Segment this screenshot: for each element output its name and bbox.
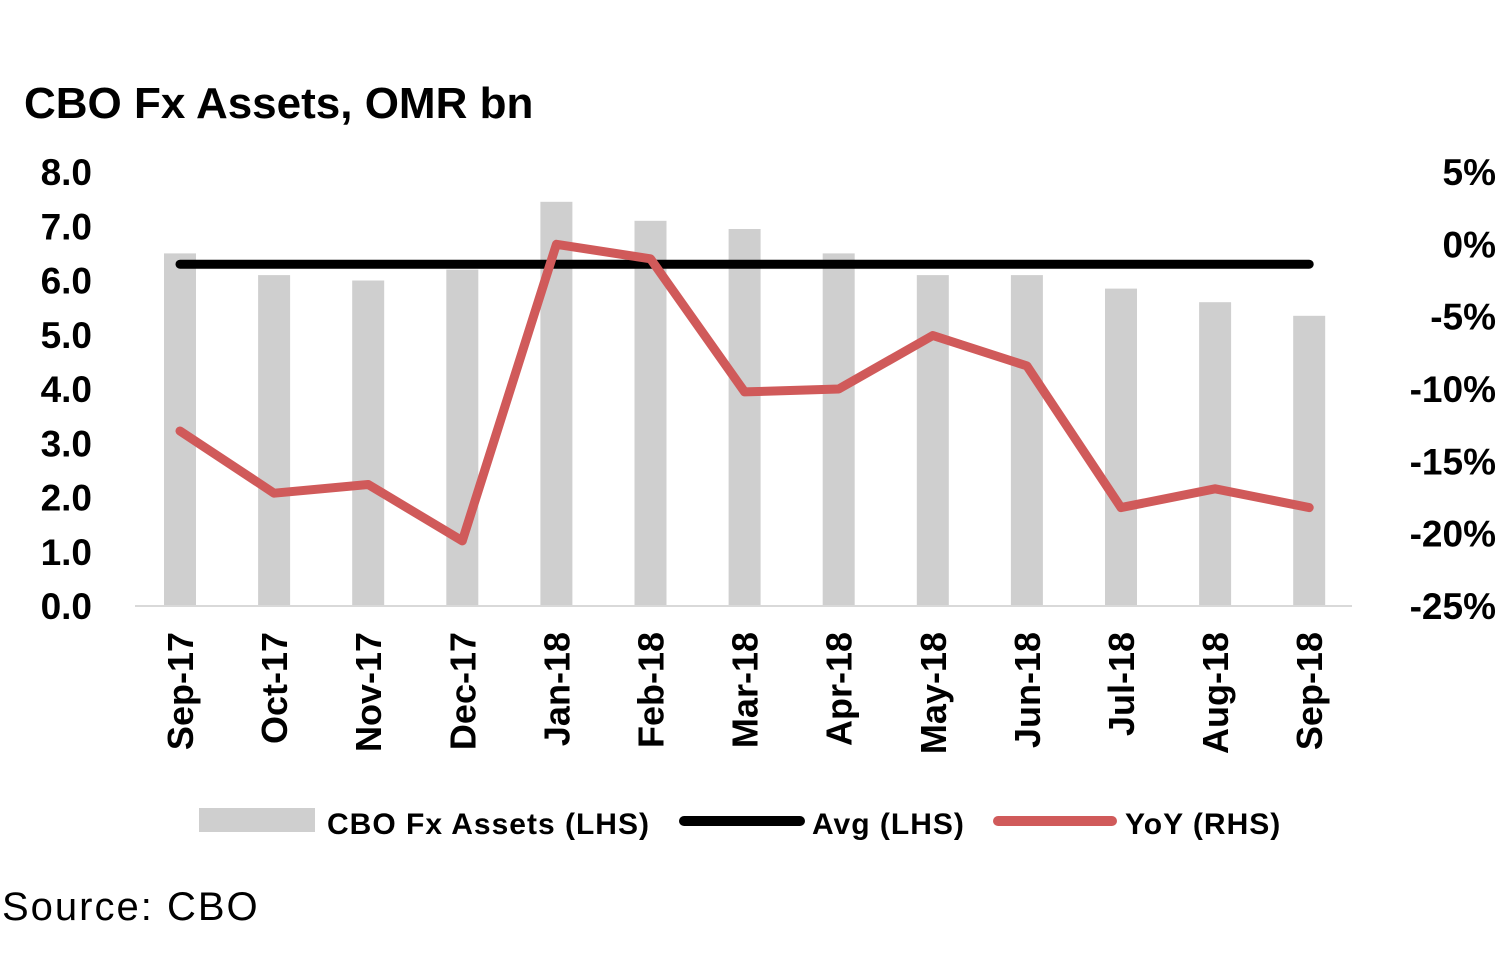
category-label-may-18: May-18 — [913, 632, 954, 754]
bar-mar-18 — [728, 229, 761, 606]
right-axis-ticks: -25% -20% -15% -10% -5% 0% 5% — [1410, 152, 1496, 627]
left-tick-label: 6.0 — [41, 261, 92, 302]
category-label-sep-18: Sep-18 — [1289, 632, 1330, 750]
right-tick-label: 5% — [1443, 152, 1496, 193]
left-tick-label: 4.0 — [41, 369, 92, 410]
category-label-aug-18: Aug-18 — [1195, 632, 1236, 754]
right-tick-label: -5% — [1430, 297, 1496, 338]
category-label-apr-18: Apr-18 — [819, 632, 860, 746]
bars-layer — [164, 201, 1326, 607]
bar-sep-18 — [1293, 315, 1326, 606]
bar-may-18 — [916, 275, 949, 606]
chart-title: CBO Fx Assets, OMR bn — [24, 79, 533, 128]
right-tick-label: -15% — [1410, 441, 1496, 482]
category-label-sep-17: Sep-17 — [160, 632, 201, 750]
category-label-jan-18: Jan-18 — [536, 632, 577, 746]
right-tick-label: -20% — [1410, 514, 1496, 555]
left-tick-label: 3.0 — [41, 423, 92, 464]
bar-nov-17 — [352, 280, 385, 606]
left-axis-ticks: 0.0 1.0 2.0 3.0 4.0 5.0 6.0 7.0 8.0 — [41, 152, 92, 627]
legend: CBO Fx Assets (LHS) Avg (LHS) YoY (RHS) — [199, 808, 1281, 841]
right-tick-label: -10% — [1410, 369, 1496, 410]
left-tick-label: 7.0 — [41, 206, 92, 247]
bar-jun-18 — [1010, 275, 1043, 606]
bar-jul-18 — [1105, 288, 1137, 606]
category-labels: Sep-17 Oct-17 Nov-17 Dec-17 Jan-18 Feb-18 Mar-… — [160, 632, 1330, 754]
category-label-jul-18: Jul-18 — [1101, 632, 1142, 736]
legend-label-fx-assets: CBO Fx Assets (LHS) — [327, 808, 650, 841]
right-tick-label: 0% — [1443, 224, 1496, 265]
yoy-line-layer — [175, 239, 1314, 546]
left-tick-label: 1.0 — [41, 532, 92, 573]
source-note: Source: CBO — [2, 885, 260, 929]
category-label-mar-18: Mar-18 — [725, 632, 766, 748]
category-label-nov-17: Nov-17 — [348, 632, 389, 752]
right-tick-label: -25% — [1410, 586, 1496, 627]
bar-aug-18 — [1199, 302, 1232, 606]
legend-label-avg: Avg (LHS) — [812, 808, 965, 841]
bar-dec-17 — [446, 269, 479, 606]
category-label-dec-17: Dec-17 — [442, 632, 483, 750]
legend-swatch-fx-assets — [199, 808, 315, 832]
left-tick-label: 8.0 — [41, 152, 92, 193]
bar-apr-18 — [822, 253, 855, 606]
bar-feb-18 — [634, 220, 667, 607]
category-label-jun-18: Jun-18 — [1007, 632, 1048, 748]
left-tick-label: 2.0 — [41, 478, 92, 519]
category-label-oct-17: Oct-17 — [254, 632, 295, 744]
left-tick-label: 5.0 — [41, 315, 92, 356]
legend-label-yoy: YoY (RHS) — [1125, 808, 1281, 841]
category-label-feb-18: Feb-18 — [631, 632, 672, 748]
bar-oct-17 — [258, 275, 291, 606]
left-tick-label: 0.0 — [41, 586, 92, 627]
